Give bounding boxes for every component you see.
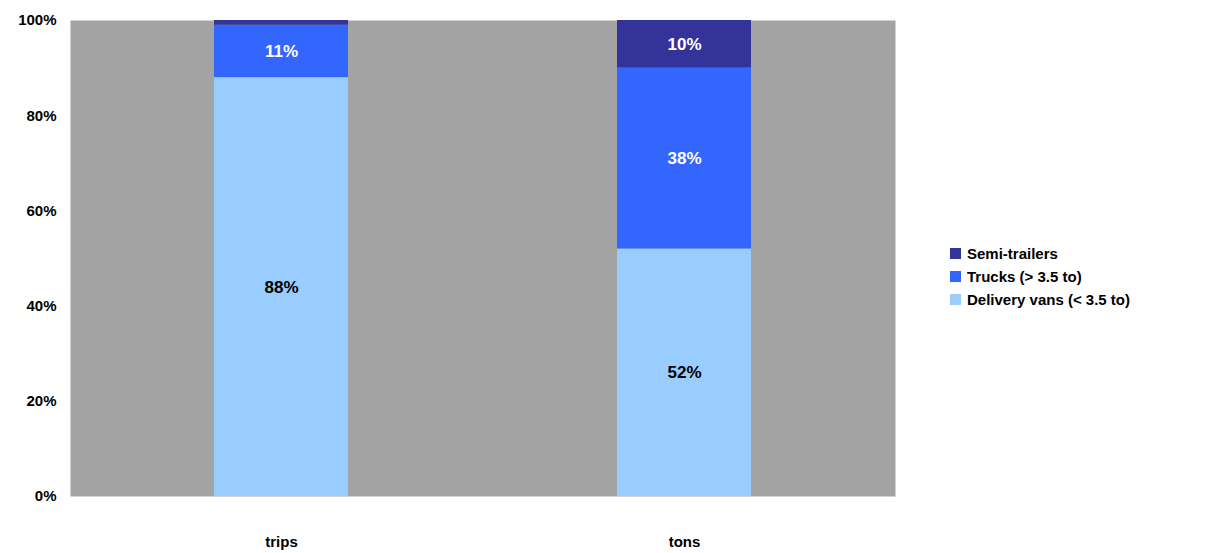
svg-text:60%: 60% [26,201,56,218]
svg-text:tons: tons [669,533,701,550]
svg-text:52%: 52% [667,363,701,382]
svg-text:11%: 11% [265,41,298,60]
html-text:Semi-trailers: Semi-trailers [967,245,1058,262]
svg-text:100%: 100% [18,11,56,28]
svg-text:trips: trips [265,533,298,550]
svg-text:40%: 40% [26,296,56,313]
svg-text:20%: 20% [26,392,56,409]
svg-text:0%: 0% [35,487,57,504]
svg-text:88%: 88% [264,277,298,296]
svg-text:38%: 38% [667,148,701,167]
html-text:Delivery vans (< 3.5 to): Delivery vans (< 3.5 to) [967,291,1130,308]
svg-text:80%: 80% [26,106,56,123]
svg-text:10%: 10% [667,34,701,53]
html-text:Trucks (> 3.5 to): Trucks (> 3.5 to) [967,268,1082,285]
